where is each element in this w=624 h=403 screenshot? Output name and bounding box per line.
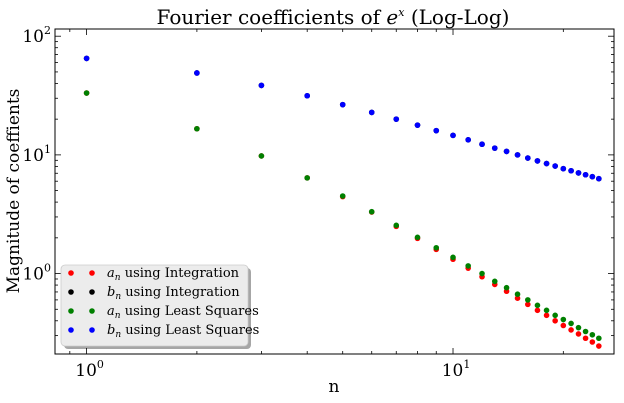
x-tick-label: 101 bbox=[442, 358, 471, 381]
data-point bbox=[552, 317, 558, 324]
data-point bbox=[596, 343, 602, 349]
data-point bbox=[450, 254, 456, 261]
data-point bbox=[525, 301, 531, 308]
data-point bbox=[450, 132, 456, 139]
data-point bbox=[582, 328, 589, 335]
data-point bbox=[514, 291, 521, 298]
data-point bbox=[258, 153, 265, 159]
legend-label: an using Integration bbox=[107, 266, 240, 283]
data-point bbox=[491, 145, 498, 151]
y-tick-label: 100 bbox=[22, 262, 51, 285]
data-point bbox=[543, 160, 550, 167]
legend-marker bbox=[68, 308, 74, 314]
data-point bbox=[582, 335, 589, 342]
data-point bbox=[575, 170, 582, 176]
legend-label: bn using Least Squares bbox=[107, 323, 259, 340]
data-point bbox=[568, 167, 574, 174]
data-point bbox=[414, 234, 421, 241]
data-point bbox=[503, 148, 510, 155]
data-point bbox=[83, 55, 90, 62]
data-point bbox=[465, 136, 471, 143]
data-point bbox=[433, 244, 440, 251]
data-point bbox=[514, 152, 521, 158]
data-point bbox=[194, 125, 200, 132]
legend-box bbox=[60, 264, 249, 347]
data-point bbox=[393, 116, 400, 122]
legend-marker bbox=[89, 308, 95, 314]
data-point bbox=[534, 307, 541, 314]
data-point bbox=[258, 82, 265, 89]
data-points bbox=[83, 55, 602, 349]
data-point bbox=[568, 320, 574, 327]
data-point bbox=[589, 339, 596, 345]
legend-marker bbox=[89, 327, 95, 333]
data-point bbox=[433, 127, 440, 134]
y-axis: 100 101 102 bbox=[22, 24, 614, 337]
legend-label: bn using Integration bbox=[107, 285, 240, 302]
data-point bbox=[414, 122, 421, 128]
legend-marker bbox=[68, 289, 74, 295]
data-point bbox=[534, 158, 541, 164]
data-point bbox=[503, 284, 510, 291]
data-point bbox=[304, 92, 310, 99]
y-axis-label: Magnitude of coeffients bbox=[4, 89, 24, 294]
data-point bbox=[368, 208, 375, 215]
data-point bbox=[525, 297, 531, 303]
data-point bbox=[83, 90, 90, 96]
x-axis: 100 101 bbox=[69, 29, 564, 381]
data-point bbox=[491, 278, 498, 285]
data-point bbox=[596, 175, 602, 182]
data-point bbox=[560, 316, 567, 323]
y-tick-label: 101 bbox=[22, 143, 51, 166]
data-point bbox=[479, 141, 485, 148]
data-point bbox=[560, 165, 567, 172]
data-point bbox=[568, 327, 574, 333]
data-point bbox=[479, 270, 485, 277]
data-point bbox=[393, 222, 400, 229]
data-point bbox=[525, 155, 531, 161]
data-point bbox=[596, 335, 602, 342]
legend: an using Integration bn using Integration… bbox=[60, 264, 259, 349]
data-point bbox=[194, 70, 200, 76]
data-point bbox=[534, 302, 541, 309]
data-point bbox=[465, 263, 471, 269]
data-point bbox=[575, 324, 582, 331]
legend-marker bbox=[89, 289, 95, 295]
data-point bbox=[589, 331, 596, 338]
series-2 bbox=[83, 90, 602, 342]
series-3 bbox=[83, 55, 602, 182]
x-tick-label: 100 bbox=[75, 358, 104, 381]
data-point bbox=[339, 101, 346, 108]
data-point bbox=[552, 312, 558, 319]
legend-marker bbox=[89, 270, 95, 276]
chart-title: Fourier coefficients of ex (Log-Log) bbox=[157, 5, 510, 29]
data-point bbox=[552, 163, 558, 169]
data-point bbox=[543, 307, 550, 314]
legend-marker bbox=[68, 327, 74, 333]
data-point bbox=[560, 322, 567, 329]
data-point bbox=[589, 173, 596, 180]
data-point bbox=[304, 175, 310, 181]
legend-label: an using Least Squares bbox=[107, 304, 259, 321]
x-axis-label: n bbox=[329, 377, 340, 397]
data-point bbox=[543, 312, 550, 319]
legend-marker bbox=[68, 270, 74, 276]
data-point bbox=[339, 193, 346, 199]
data-point bbox=[514, 295, 521, 302]
y-tick-label: 102 bbox=[22, 24, 51, 47]
data-point bbox=[582, 171, 589, 178]
data-point bbox=[575, 331, 582, 337]
data-point bbox=[368, 109, 375, 116]
